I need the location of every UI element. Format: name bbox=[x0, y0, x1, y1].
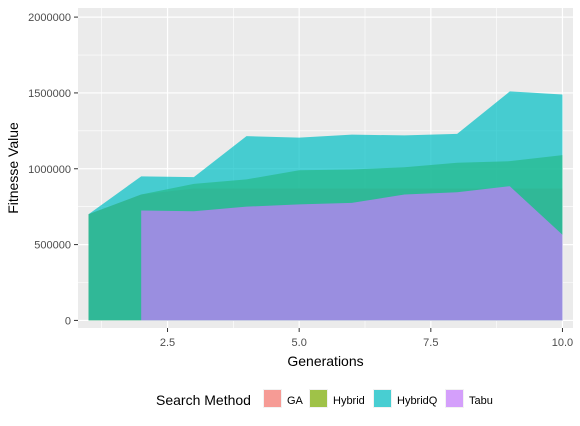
y-axis-title: Fitnesse Value bbox=[5, 122, 21, 214]
x-axis-title: Generations bbox=[287, 353, 363, 369]
x-axis: 2.5 5.0 7.5 10.0 bbox=[160, 328, 573, 349]
y-tick-label: 2000000 bbox=[28, 12, 71, 24]
x-tick-label: 10.0 bbox=[552, 337, 573, 349]
legend-swatch-ga bbox=[264, 390, 281, 407]
legend-swatch-hybrid bbox=[310, 390, 327, 407]
legend-label-hybrid: Hybrid bbox=[333, 395, 365, 407]
x-tick-label: 2.5 bbox=[160, 337, 175, 349]
y-tick-label: 500000 bbox=[34, 240, 71, 252]
y-tick-label: 0 bbox=[65, 315, 71, 327]
y-tick-label: 1000000 bbox=[28, 164, 71, 176]
legend-swatch-tabu bbox=[446, 390, 463, 407]
x-tick-label: 5.0 bbox=[292, 337, 307, 349]
legend: Search Method GA Hybrid HybridQ Tabu bbox=[156, 389, 493, 408]
legend-title: Search Method bbox=[156, 392, 251, 408]
area-series bbox=[88, 91, 563, 321]
legend-label-tabu: Tabu bbox=[469, 395, 493, 407]
legend-swatch-hybridq bbox=[374, 390, 391, 407]
y-tick-label: 1500000 bbox=[28, 88, 71, 100]
legend-label-hybridq: HybridQ bbox=[397, 395, 438, 407]
y-axis: 0 500000 1000000 1500000 2000000 bbox=[28, 12, 78, 327]
x-tick-label: 7.5 bbox=[423, 337, 438, 349]
legend-items: GA Hybrid HybridQ Tabu bbox=[263, 389, 493, 408]
area-tabu bbox=[141, 186, 563, 321]
legend-label-ga: GA bbox=[287, 395, 304, 407]
